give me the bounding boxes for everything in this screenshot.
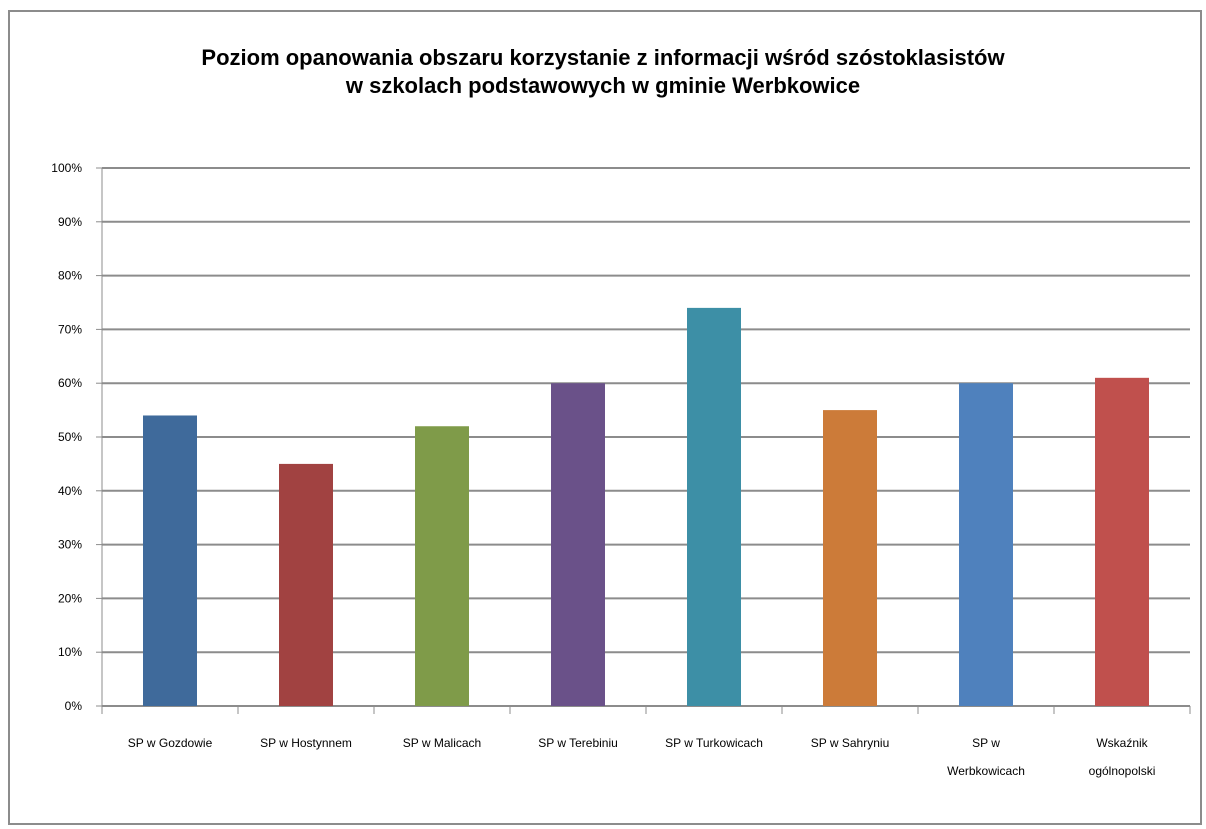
x-tick-label: SP w Terebiniu [538,736,618,750]
x-tick-label: Wskaźnik [1096,736,1148,750]
x-tick-label: SP w Hostynnem [260,736,352,750]
bar [959,383,1013,706]
y-tick-label: 100% [51,161,82,175]
bar [1095,377,1149,706]
bar [415,426,469,706]
bar [687,307,741,706]
x-tick-label: SP w Malicach [403,736,481,750]
y-tick-label: 50% [58,430,82,444]
x-tick-label: ogólnopolski [1089,764,1156,778]
y-tick-label: 80% [58,269,82,283]
bar [279,463,333,706]
bar [143,415,197,706]
x-tick-label: Werbkowicach [947,764,1025,778]
chart-title-line-1: Poziom opanowania obszaru korzystanie z … [201,45,1005,70]
x-tick-label: SP w Turkowicach [665,736,763,750]
y-tick-label: 70% [58,322,82,336]
y-tick-label: 30% [58,538,82,552]
chart-frame [8,10,1202,825]
chart-title-line-2: w szkolach podstawowych w gminie Werbkow… [345,73,861,98]
y-tick-label: 90% [58,215,82,229]
y-tick-label: 20% [58,591,82,605]
chart-title: Poziom opanowania obszaru korzystanie z … [0,44,1206,100]
y-tick-label: 0% [65,699,83,713]
x-tick-label: SP w [972,736,1000,750]
y-tick-label: 10% [58,645,82,659]
bar [823,410,877,706]
x-tick-label: SP w Gozdowie [128,736,213,750]
y-tick-label: 60% [58,376,82,390]
bar [551,383,605,706]
y-tick-label: 40% [58,484,82,498]
x-tick-label: SP w Sahryniu [811,736,890,750]
